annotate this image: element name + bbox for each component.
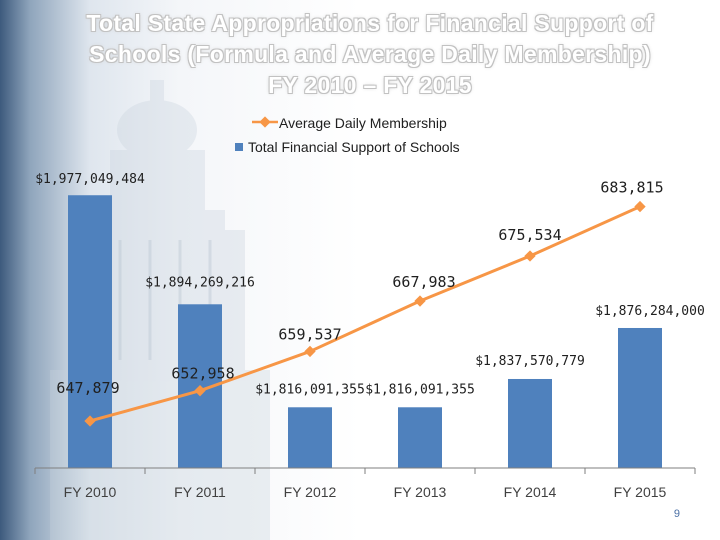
x-tick-label: FY 2010 xyxy=(64,484,117,500)
bar-fy-2015 xyxy=(618,327,662,468)
line-data-label: 647,879 xyxy=(56,379,119,397)
line-average-daily-membership xyxy=(89,205,641,423)
line-data-label: 659,537 xyxy=(278,325,341,343)
bar-fy-2014 xyxy=(508,378,552,468)
page-number: 9 xyxy=(673,508,680,520)
bar-data-label: $1,894,269,216 xyxy=(145,275,255,290)
bar-fy-2010 xyxy=(68,195,112,469)
x-tick-label: FY 2015 xyxy=(614,484,667,500)
title-line-3: FY 2010 – FY 2015 xyxy=(268,72,472,98)
line-point-fy-2015 xyxy=(634,200,646,213)
line-data-label: 675,534 xyxy=(498,226,561,244)
line-data-label: 667,983 xyxy=(392,273,455,291)
line-point-fy-2014 xyxy=(524,250,536,262)
bar-data-label: $1,816,091,355 xyxy=(365,382,475,397)
legend-label-average-daily-membership: Average Daily Membership xyxy=(279,115,447,131)
title-line-2: Schools (Formula and Average Daily Membe… xyxy=(89,41,651,67)
bar-fy-2013 xyxy=(398,407,442,468)
x-tick-label: FY 2012 xyxy=(284,484,337,500)
slide-title: Total State Appropriations for Financial… xyxy=(20,8,720,101)
legend-bar-swatch xyxy=(235,143,243,151)
line-point-fy-2012 xyxy=(304,345,316,358)
line-point-fy-2013 xyxy=(414,295,426,307)
line-point-fy-2011 xyxy=(194,385,206,397)
x-tick-label: FY 2014 xyxy=(504,484,557,500)
line-data-label: 652,958 xyxy=(171,365,234,383)
line-data-label: 683,815 xyxy=(600,179,663,197)
bar-data-label: $1,876,284,000 xyxy=(595,304,705,319)
bar-data-label: $1,816,091,355 xyxy=(255,382,365,397)
title-line-1: Total State Appropriations for Financial… xyxy=(86,10,654,36)
x-tick-label: FY 2011 xyxy=(174,484,226,500)
bar-fy-2012 xyxy=(288,407,332,468)
bar-data-label: $1,837,570,779 xyxy=(475,354,585,369)
x-tick-label: FY 2013 xyxy=(394,484,447,500)
legend-label-total-financial-support: Total Financial Support of Schools xyxy=(248,139,460,155)
bar-data-label: $1,977,049,484 xyxy=(35,172,145,187)
legend-line-marker xyxy=(259,116,271,128)
